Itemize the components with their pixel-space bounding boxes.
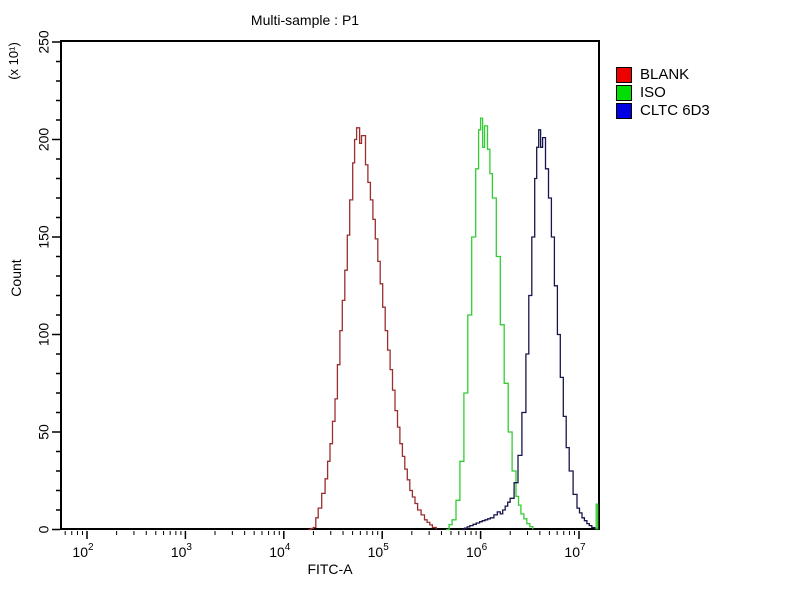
x-tick-label: 106 [466, 542, 488, 560]
x-tick-label: 105 [368, 542, 390, 560]
legend-swatch-blank [616, 67, 632, 83]
legend-item-iso: ISO [616, 85, 710, 101]
legend-label-cltc-6d3: CLTC 6D3 [640, 102, 710, 119]
y-tick-label: 250 [36, 30, 52, 54]
y-tick-label: 0 [36, 525, 52, 533]
plot-frame [60, 40, 600, 530]
chart-title: Multi-sample : P1 [250, 12, 360, 28]
x-axis-label: FITC-A [307, 561, 353, 577]
x-tick-label: 104 [269, 542, 291, 560]
y-tick-label: 150 [36, 225, 52, 249]
curve-blank [308, 127, 437, 531]
y-axis-multiplier-label: (x 10¹) [6, 42, 21, 80]
legend-swatch-cltc-6d3 [616, 103, 632, 119]
y-tick-label: 200 [36, 128, 52, 152]
y-axis-label: Count [8, 259, 24, 297]
legend-label-iso: ISO [640, 84, 666, 101]
curve-cltc-6d3 [461, 129, 596, 531]
legend-label-blank: BLANK [640, 66, 690, 83]
legend-item-cltc-6d3: CLTC 6D3 [616, 103, 710, 119]
x-tick-label: 103 [171, 542, 193, 560]
legend-swatch-iso [616, 85, 632, 101]
curve-iso [595, 503, 599, 530]
legend-item-blank: BLANK [616, 67, 710, 83]
legend: BLANK ISO CLTC 6D3 [616, 67, 710, 121]
y-tick-label: 100 [36, 323, 52, 347]
curve-iso [446, 117, 534, 531]
x-tick-label: 102 [72, 542, 94, 560]
y-tick-label: 50 [36, 424, 52, 440]
x-tick-label: 107 [564, 542, 586, 560]
